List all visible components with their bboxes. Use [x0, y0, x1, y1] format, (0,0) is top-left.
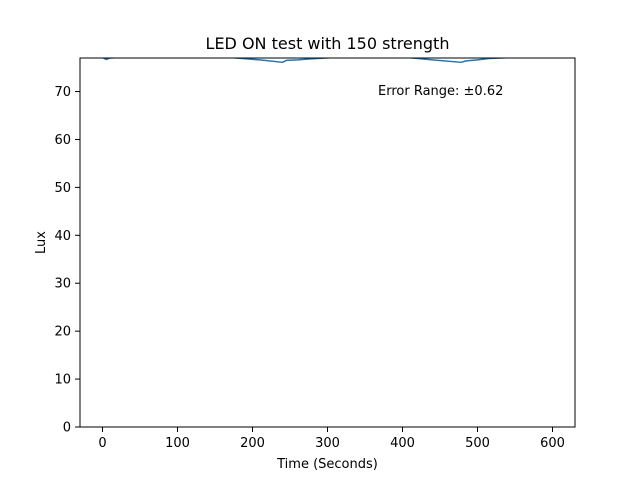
x-tick-label: 300 [315, 436, 340, 451]
x-tick-label: 600 [540, 436, 565, 451]
x-tick-label: 0 [98, 436, 106, 451]
y-tick-label: 40 [54, 229, 71, 244]
y-tick-label: 70 [54, 85, 71, 100]
y-tick-label: 0 [63, 421, 71, 436]
y-tick-label: 30 [54, 277, 71, 292]
y-tick-label: 50 [54, 181, 71, 196]
series-line-0 [101, 58, 518, 64]
x-tick-label: 400 [390, 436, 415, 451]
x-tick-label: 100 [165, 436, 190, 451]
plot-frame [79, 57, 576, 428]
series-layer [101, 58, 518, 64]
plot-area [79, 57, 576, 428]
x-axis: 0 100 200 300 400 500 600 [98, 427, 565, 451]
x-tick-label: 500 [465, 436, 490, 451]
error-range-annotation: Error Range: ±0.62 [378, 84, 503, 99]
y-axis: 0 10 20 30 40 50 60 70 [54, 85, 80, 436]
y-tick-label: 10 [54, 373, 71, 388]
x-tick-label: 200 [240, 436, 265, 451]
chart-title: LED ON test with 150 strength [206, 34, 450, 53]
y-tick-label: 20 [54, 325, 71, 340]
y-tick-label: 60 [54, 133, 71, 148]
y-axis-label: Lux [34, 231, 49, 254]
x-axis-label: Time (Seconds) [276, 457, 378, 472]
